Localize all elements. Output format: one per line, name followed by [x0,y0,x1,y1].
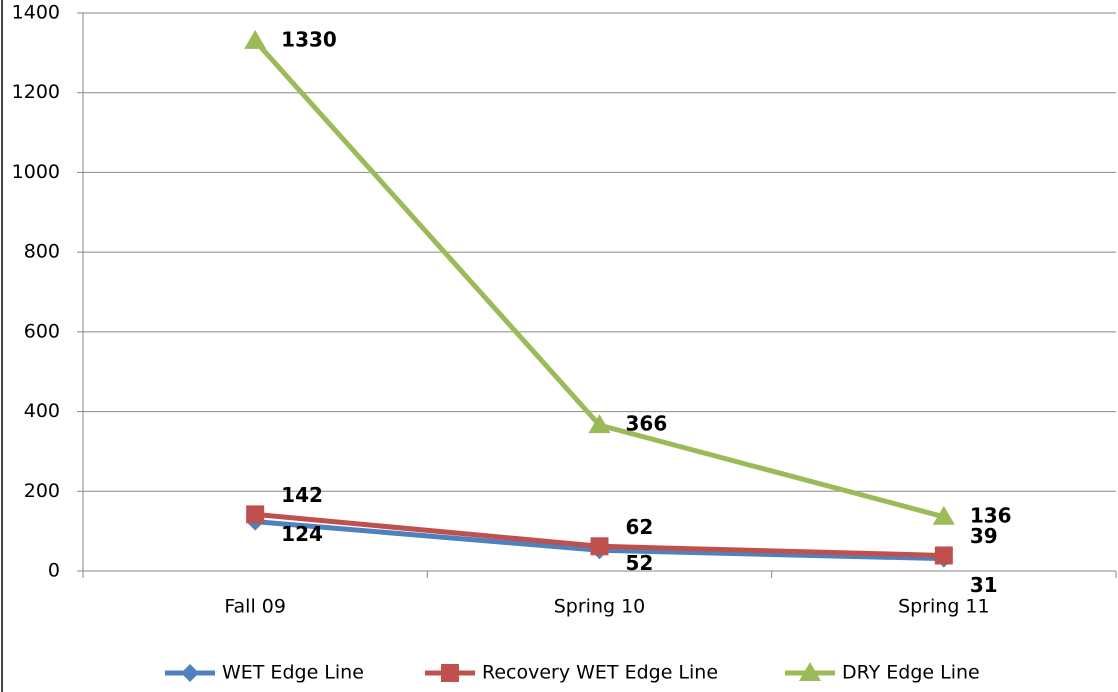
y-tick-label: 600 [24,320,60,342]
y-tick-label: 400 [24,400,60,422]
legend-marker [181,664,199,682]
x-tick-label: Fall 09 [224,596,286,618]
y-tick-label: 200 [24,480,60,502]
marker [590,537,609,556]
marker [244,29,267,49]
x-tick-label: Spring 10 [554,596,646,618]
marker [246,505,265,524]
data-label: 31 [970,573,998,597]
data-label: 136 [970,503,1012,527]
marker [588,414,611,434]
legend-label: WET Edge Line [222,662,364,684]
data-label: 39 [970,524,998,548]
data-label: 124 [281,522,323,546]
data-label: 142 [281,483,323,507]
y-tick-label: 1000 [12,161,60,183]
legend-marker [799,662,821,681]
y-tick-label: 800 [24,241,60,263]
legend-label: Recovery WET Edge Line [482,662,718,684]
data-label: 1330 [281,27,337,51]
marker [934,546,953,565]
y-tick-label: 0 [48,560,60,582]
y-tick-label: 1200 [12,81,60,103]
legend-label: DRY Edge Line [842,662,980,684]
series-line [253,39,945,520]
y-tick-label: 1400 [12,2,60,24]
marker [932,505,955,525]
data-label: 62 [626,515,654,539]
x-tick-label: Spring 11 [898,596,990,618]
legend-marker [441,664,459,682]
data-label: 366 [626,412,668,436]
data-label: 52 [626,551,654,575]
